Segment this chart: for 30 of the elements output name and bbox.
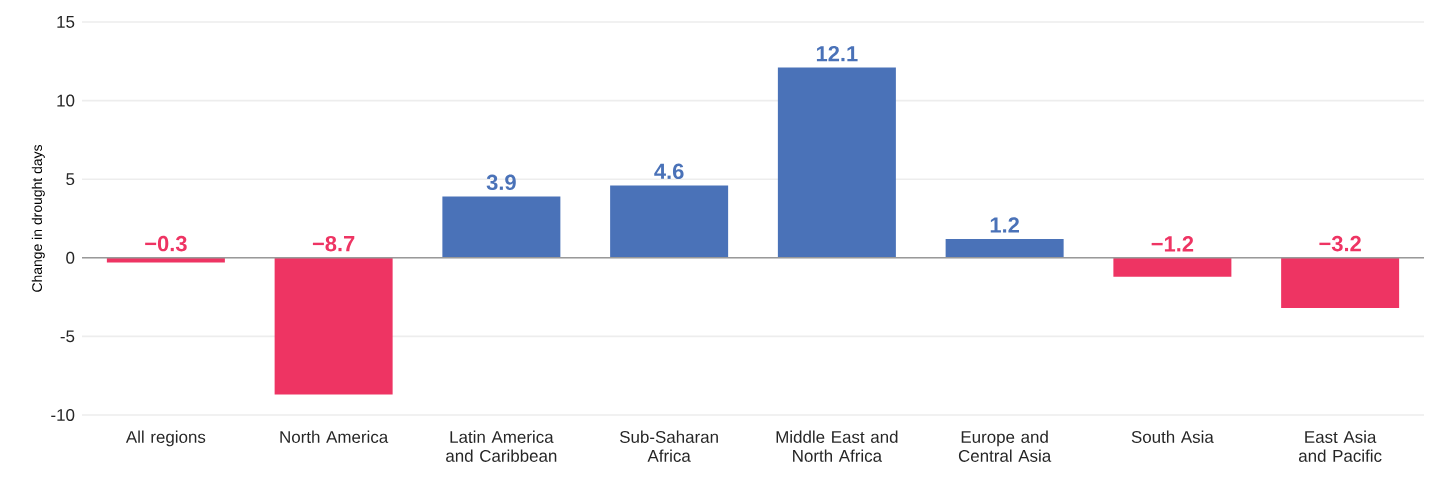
x-tick-label: Latin America and Caribbean [446,430,557,462]
data-label: 1.2 [990,217,1019,233]
x-tick-label: North America [280,430,389,443]
x-tick-label: Middle East and North Africa [776,430,898,462]
bar [777,67,896,258]
data-label: −1.2 [1151,236,1194,252]
x-tick-label: All regions [125,430,206,447]
data-label: −3.2 [1319,235,1361,252]
data-label: 12.1 [816,45,858,62]
bar [945,238,1064,258]
y-axis-title: Change in drought days [31,144,45,292]
data-label: 3.9 [486,174,516,191]
data-label: −8.7 [312,235,355,252]
y-tick-label: 10 [57,94,75,107]
bar [1281,257,1400,309]
y-tick-label: 15 [57,16,75,28]
data-label: 4.6 [654,163,684,180]
bar [1113,257,1232,277]
x-tick-label: Europe and Central Asia [958,430,1052,462]
y-tick-label: 0 [66,251,75,264]
bar [442,196,561,258]
bar [610,185,729,258]
data-label: −0.3 [145,235,187,252]
y-tick-label: -10 [51,409,75,421]
y-tick-label: 5 [66,173,75,186]
x-tick-label: East Asia and Pacific [1298,430,1382,462]
y-tick-label: -5 [60,330,75,343]
x-tick-label: Sub-Saharan Africa [620,430,718,462]
x-tick-label: South Asia [1131,430,1214,443]
bar [274,257,393,395]
